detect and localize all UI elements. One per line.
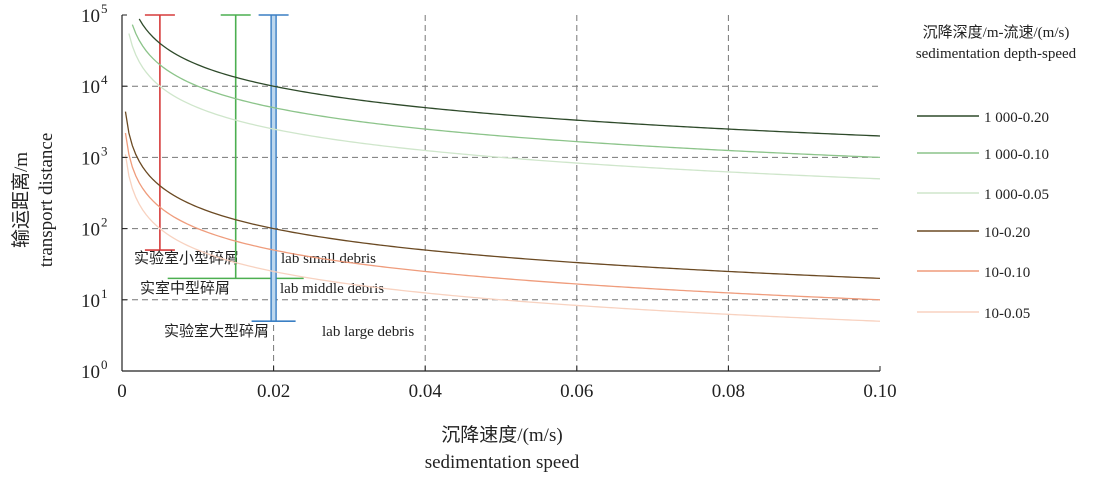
grid-lines: [122, 15, 880, 371]
legend-entry: 10-0.20: [984, 225, 1030, 241]
x-tick-label: 0.10: [863, 381, 896, 402]
y-tick-label: 10: [81, 6, 100, 27]
x-axis-title-en: sedimentation speed: [425, 452, 580, 473]
y-axis-title-en: transport distance: [36, 133, 57, 268]
series-line-1000-0_20: [138, 18, 881, 137]
legend: 沉降深度/m-流速/(m/s) sedimentation depth-speed…: [916, 24, 1077, 322]
y-tick-exponent: 3: [101, 143, 108, 158]
legend-title: 沉降深度/m-流速/(m/s): [923, 24, 1070, 41]
y-tick-exponent: 4: [101, 72, 108, 87]
series-lines: [124, 18, 881, 322]
x-tick-label: 0.02: [257, 381, 290, 402]
y-tick-label: 10: [81, 148, 100, 169]
legend-entry: 10-0.05: [984, 306, 1030, 322]
legend-entry: 1 000-0.05: [984, 187, 1049, 203]
x-tick-label: 0.06: [560, 381, 593, 402]
y-tick-label: 10: [81, 77, 100, 98]
y-tick-exponent: 2: [101, 215, 108, 230]
x-axis-title: 沉降速度/(m/s): [441, 424, 562, 446]
series-line-10-0_05: [124, 154, 881, 322]
x-tick-label: 0: [117, 381, 127, 402]
y-tick-label: 10: [81, 362, 100, 383]
large-debris-band: [271, 15, 277, 322]
series-line-10-0_10: [124, 132, 881, 301]
legend-entry: 10-0.10: [984, 265, 1030, 281]
x-tick-label: 0.04: [409, 381, 443, 402]
y-tick-exponent: 5: [101, 1, 108, 16]
series-line-1000-0_10: [131, 24, 881, 159]
y-tick-exponent: 1: [101, 286, 108, 301]
legend-title-en: sedimentation depth-speed: [916, 46, 1077, 62]
y-axis-title: 输运距离/m: [10, 152, 32, 248]
debris-label: 实室中型碎屑: [140, 280, 230, 297]
debris-label-en: lab large debris: [322, 324, 414, 340]
series-line-10-0_20: [124, 111, 881, 280]
debris-label-en: lab middle debris: [280, 281, 384, 297]
debris-label: 实验室大型碎屑: [164, 323, 269, 340]
y-tick-label: 10: [81, 291, 100, 312]
y-tick-label: 10: [81, 220, 100, 241]
legend-entry: 1 000-0.10: [984, 147, 1049, 163]
debris-label: 实验室小型碎屑: [134, 250, 239, 267]
x-tick-label: 0.08: [712, 381, 745, 402]
series-line-1000-0_05: [128, 33, 881, 180]
y-tick-exponent: 0: [101, 357, 108, 372]
legend-entry: 1 000-0.20: [984, 110, 1049, 126]
